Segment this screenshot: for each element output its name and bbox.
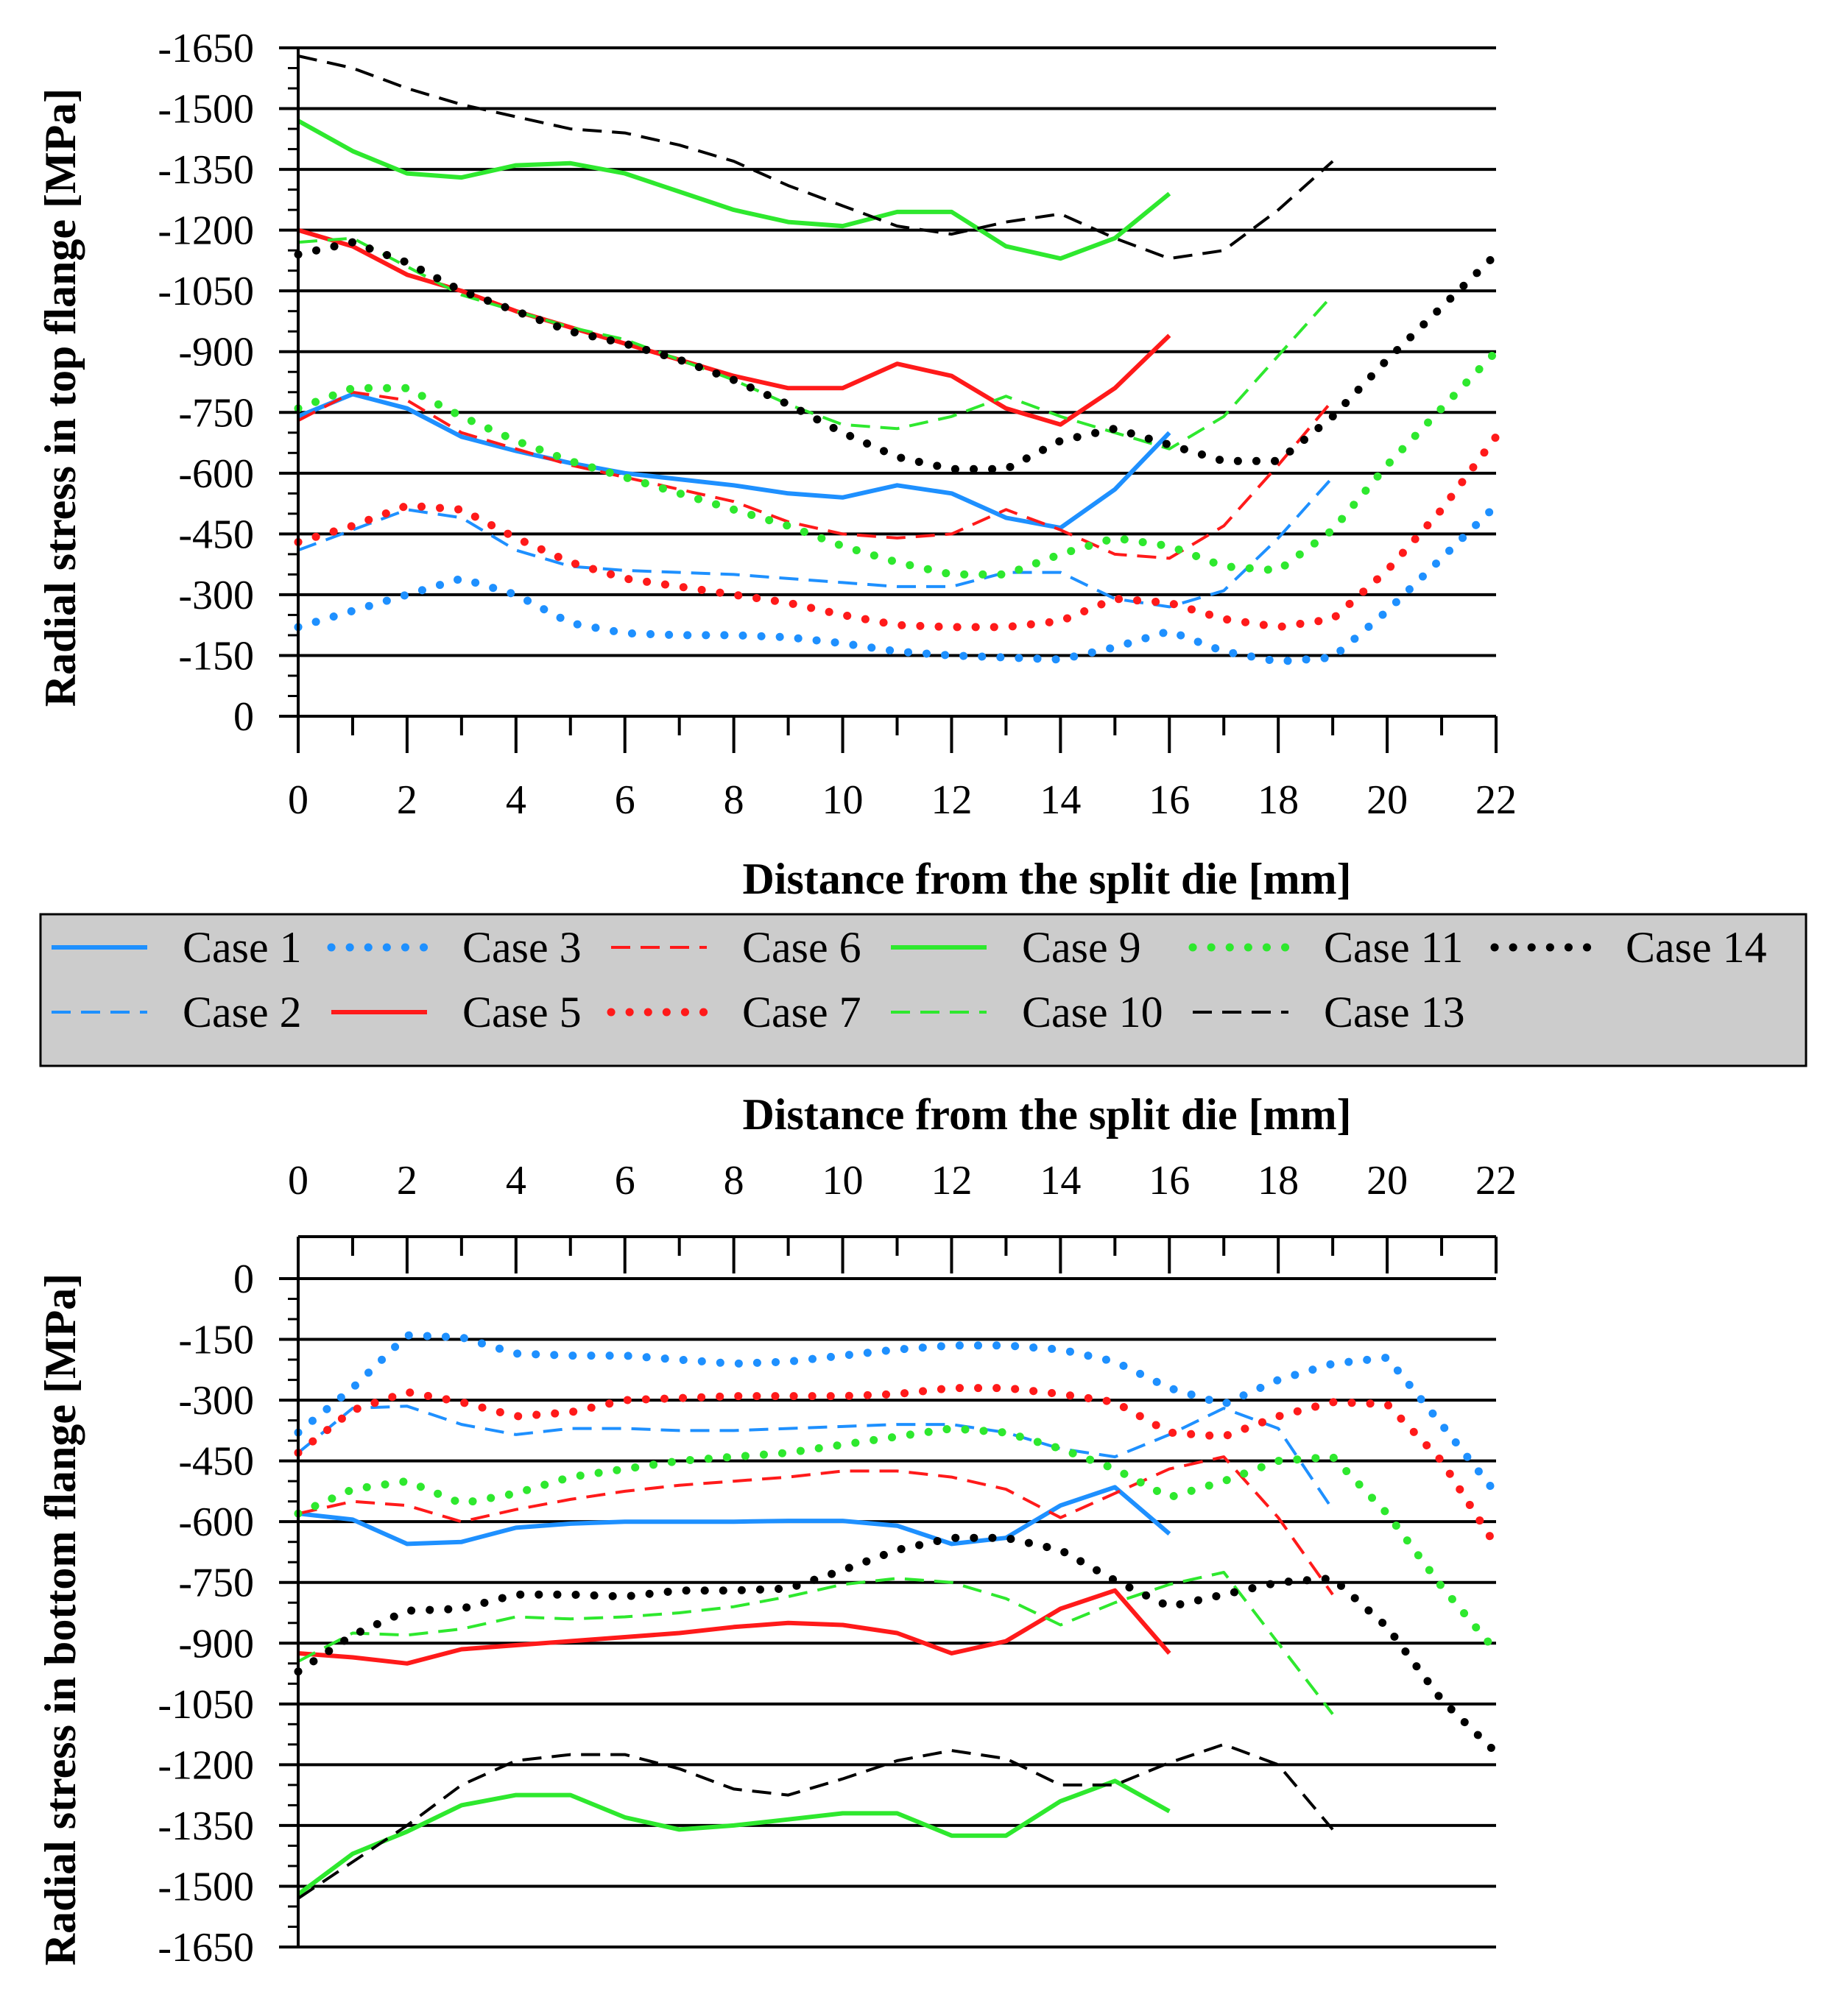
bottom-axes: 0 -150 -300 -450 -600 -750 -900 -1050 -1200 -1350… <box>158 1158 1517 1971</box>
top-x-tick-label: 16 <box>1149 777 1190 823</box>
bottom-y-tick-label: -1200 <box>158 1742 254 1788</box>
legend-label-case-1: Case 1 <box>183 923 302 972</box>
top-y-tick-label: -150 <box>178 633 254 679</box>
bottom-y-tick-label: -1050 <box>158 1682 254 1728</box>
top-y-tick-label: -1200 <box>158 208 254 254</box>
top-series-case-9 <box>297 119 1171 261</box>
legend-label-case-5: Case 5 <box>462 988 582 1036</box>
top-series-case-7 <box>294 432 1500 632</box>
bottom-y-tick-label: -1500 <box>158 1864 254 1909</box>
legend-items: Case 1 Case 3 Case 6 Case 9 Case 11 Case 14 Ca… <box>52 923 1767 1036</box>
bottom-x-tick-label: 10 <box>822 1158 864 1204</box>
top-x-tick-label: 6 <box>615 777 635 823</box>
bottom-y-axis-title: Radial stress in bottom flange [MPa] <box>36 1273 85 1966</box>
legend-label-case-6: Case 6 <box>742 923 861 972</box>
legend-label-case-3: Case 3 <box>462 923 582 972</box>
bottom-chart: Distance from the split die [mm] 0 -150 -3… <box>36 1090 1517 1971</box>
bottom-series-case-5 <box>297 1588 1171 1666</box>
top-series-case-5 <box>297 227 1171 427</box>
bottom-y-tick-label: -600 <box>178 1499 254 1545</box>
top-x-tick-label: 10 <box>822 777 864 823</box>
bottom-x-tick-label: 18 <box>1258 1158 1299 1204</box>
bottom-y-tick-label: -1650 <box>158 1925 254 1971</box>
bottom-x-tick-label: 16 <box>1149 1158 1190 1204</box>
bottom-series-case-9 <box>297 1778 1171 1896</box>
top-x-tick-label: 4 <box>506 777 526 823</box>
top-axes: -1650-1500-1350-1200-1050-900-750-600-45… <box>158 26 1517 823</box>
top-y-tick-label: -750 <box>178 390 254 436</box>
bottom-series-case-13 <box>297 1742 1334 1900</box>
top-y-tick-label: -1350 <box>158 147 254 193</box>
bottom-y-tick-label: 0 <box>233 1257 254 1302</box>
top-chart: -1650-1500-1350-1200-1050-900-750-600-45… <box>36 26 1517 903</box>
top-y-tick-label: -900 <box>178 330 254 375</box>
bottom-x-tick-label: 4 <box>506 1158 526 1204</box>
top-y-axis-title: Radial stress in top flange [MPa] <box>36 88 85 707</box>
bottom-y-tick-label: -450 <box>178 1439 254 1485</box>
bottom-series-case-2 <box>297 1404 1334 1510</box>
bottom-x-axis-title: Distance from the split die [mm] <box>742 1090 1351 1139</box>
top-series-case-14 <box>294 238 1500 473</box>
bottom-x-tick-label: 12 <box>931 1158 972 1204</box>
top-x-tick-label: 2 <box>397 777 417 823</box>
legend-label-case-9: Case 9 <box>1022 923 1141 972</box>
legend-label-case-2: Case 2 <box>183 988 302 1036</box>
top-y-tick-label: 0 <box>233 694 254 740</box>
bottom-x-tick-label: 0 <box>288 1158 308 1204</box>
legend-box <box>39 913 1808 1067</box>
top-x-tick-label: 18 <box>1258 777 1299 823</box>
bottom-x-tick-label: 22 <box>1475 1158 1517 1204</box>
bottom-x-tick-label: 8 <box>724 1158 744 1204</box>
top-series <box>294 54 1500 666</box>
legend-label-case-13: Case 13 <box>1324 988 1465 1036</box>
top-x-tick-label: 14 <box>1040 777 1081 823</box>
bottom-y-tick-label: -750 <box>178 1561 254 1606</box>
top-y-tick-label: -450 <box>178 512 254 557</box>
bottom-x-tick-label: 6 <box>615 1158 635 1204</box>
top-series-case-6 <box>297 390 1334 560</box>
top-x-tick-label: 8 <box>724 777 744 823</box>
bottom-x-tick-label: 20 <box>1366 1158 1408 1204</box>
top-series-case-1 <box>297 392 1171 531</box>
top-series-case-2 <box>297 476 1334 609</box>
bottom-x-tick-label: 2 <box>397 1158 417 1204</box>
bottom-y-tick-label: -300 <box>178 1378 254 1424</box>
top-x-tick-label: 12 <box>931 777 972 823</box>
top-x-tick-label: 0 <box>288 777 308 823</box>
top-y-tick-label: -1050 <box>158 269 254 314</box>
top-y-tick-label: -600 <box>178 451 254 497</box>
legend: Case 1 Case 3 Case 6 Case 9 Case 11 Case 14 Ca… <box>39 913 1808 1067</box>
bottom-y-tick-label: -1350 <box>158 1803 254 1849</box>
top-series-case-13 <box>297 54 1334 261</box>
top-grid <box>298 46 1496 657</box>
top-series-case-11 <box>294 347 1500 579</box>
legend-label-case-11: Case 11 <box>1324 923 1463 972</box>
bottom-y-tick-label: -900 <box>178 1621 254 1667</box>
bottom-series-case-3 <box>294 1331 1500 1498</box>
legend-label-case-10: Case 10 <box>1022 988 1163 1036</box>
bottom-y-tick-label: -150 <box>178 1318 254 1363</box>
top-x-tick-label: 20 <box>1366 777 1408 823</box>
bottom-series-case-11 <box>294 1424 1500 1656</box>
bottom-series-case-10 <box>297 1571 1334 1715</box>
bottom-grid <box>298 1277 1496 1948</box>
top-x-tick-label: 22 <box>1475 777 1517 823</box>
top-y-tick-label: -1500 <box>158 87 254 132</box>
legend-label-case-14: Case 14 <box>1626 923 1767 972</box>
top-x-axis-title: Distance from the split die [mm] <box>742 855 1351 903</box>
bottom-series <box>294 1331 1500 1900</box>
legend-label-case-7: Case 7 <box>742 988 861 1036</box>
bottom-series-case-7 <box>294 1384 1500 1550</box>
bottom-series-case-1 <box>297 1485 1171 1547</box>
bottom-x-tick-label: 14 <box>1040 1158 1081 1204</box>
bottom-series-case-6 <box>297 1455 1334 1596</box>
top-y-tick-label: -300 <box>178 573 254 618</box>
top-y-tick-label: -1650 <box>158 26 254 71</box>
